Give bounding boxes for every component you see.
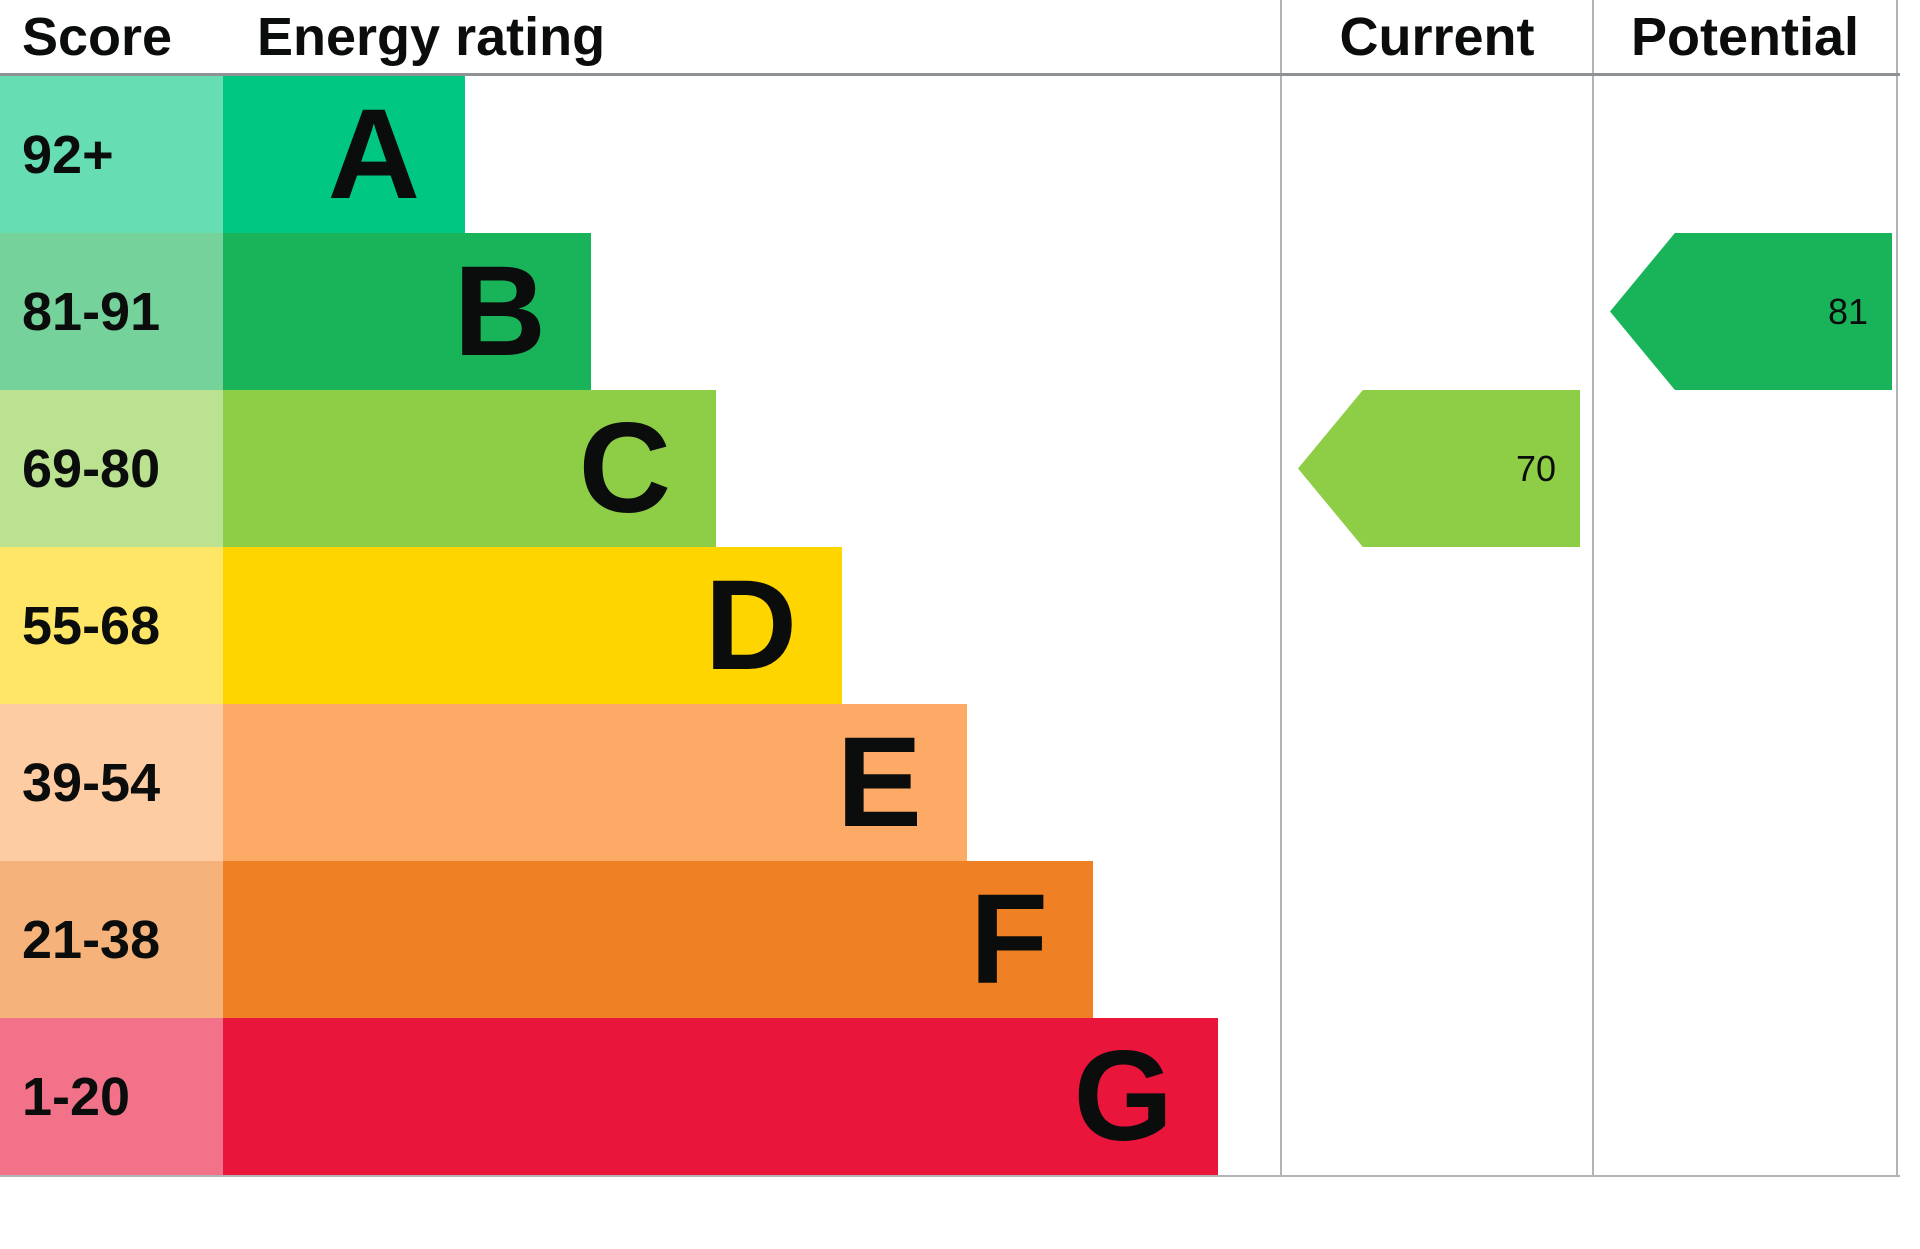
- epc-energy-rating-chart: Score Energy rating Current Potential 92…: [0, 0, 1900, 1177]
- current-cell: [1280, 704, 1592, 861]
- band-score-f: 21-38: [0, 861, 223, 1018]
- band-bar-e: E: [223, 704, 967, 861]
- band-rows: 92+ A 81-91 B 81 69-80 C: [0, 76, 1900, 1177]
- current-cell: [1280, 861, 1592, 1018]
- potential-cell: [1592, 704, 1898, 861]
- band-letter-a: A: [327, 82, 420, 226]
- band-row-b: 81-91 B 81: [0, 233, 1900, 390]
- header-row: Score Energy rating Current Potential: [0, 0, 1900, 76]
- band-score-e: 39-54: [0, 704, 223, 861]
- current-cell: [1280, 547, 1592, 704]
- band-row-g: 1-20 G: [0, 1018, 1900, 1175]
- potential-cell: 81: [1592, 233, 1898, 390]
- band-letter-g: G: [1073, 1024, 1173, 1168]
- current-cell: [1280, 76, 1592, 233]
- band-letter-c: C: [578, 396, 671, 540]
- band-row-a: 92+ A: [0, 76, 1900, 233]
- current-rating-arrow: 70: [1298, 390, 1580, 547]
- header-potential: Potential: [1592, 0, 1898, 73]
- band-bar-area: G: [223, 1018, 1280, 1175]
- band-score-c: 69-80: [0, 390, 223, 547]
- header-current: Current: [1280, 0, 1592, 73]
- band-bar-d: D: [223, 547, 842, 704]
- band-bar-area: E: [223, 704, 1280, 861]
- band-letter-f: F: [969, 867, 1048, 1011]
- band-score-b: 81-91: [0, 233, 223, 390]
- band-letter-e: E: [836, 710, 922, 854]
- potential-cell: [1592, 547, 1898, 704]
- band-bar-a: A: [223, 76, 465, 233]
- potential-cell: [1592, 390, 1898, 547]
- band-row-d: 55-68 D: [0, 547, 1900, 704]
- potential-cell: [1592, 76, 1898, 233]
- band-bar-g: G: [223, 1018, 1218, 1175]
- band-letter-d: D: [704, 553, 797, 697]
- band-bar-area: C: [223, 390, 1280, 547]
- header-energy-rating: Energy rating: [257, 6, 606, 67]
- band-bar-b: B: [223, 233, 591, 390]
- band-bar-area: F: [223, 861, 1280, 1018]
- potential-rating-arrow: 81: [1610, 233, 1892, 390]
- band-bar-area: B: [223, 233, 1280, 390]
- current-rating-value: 70: [1515, 447, 1556, 489]
- band-letter-b: B: [453, 239, 546, 383]
- band-score-d: 55-68: [0, 547, 223, 704]
- current-cell: [1280, 233, 1592, 390]
- current-cell: 70: [1280, 390, 1592, 547]
- potential-rating-value: 81: [1827, 290, 1868, 332]
- band-row-f: 21-38 F: [0, 861, 1900, 1018]
- potential-cell: [1592, 861, 1898, 1018]
- current-cell: [1280, 1018, 1592, 1175]
- band-score-g: 1-20: [0, 1018, 223, 1175]
- header-score: Score: [22, 6, 173, 67]
- band-row-c: 69-80 C 70: [0, 390, 1900, 547]
- band-bar-area: D: [223, 547, 1280, 704]
- band-row-e: 39-54 E: [0, 704, 1900, 861]
- band-score-a: 92+: [0, 76, 223, 233]
- band-bar-f: F: [223, 861, 1093, 1018]
- band-bar-area: A: [223, 76, 1280, 233]
- band-bar-c: C: [223, 390, 716, 547]
- potential-cell: [1592, 1018, 1898, 1175]
